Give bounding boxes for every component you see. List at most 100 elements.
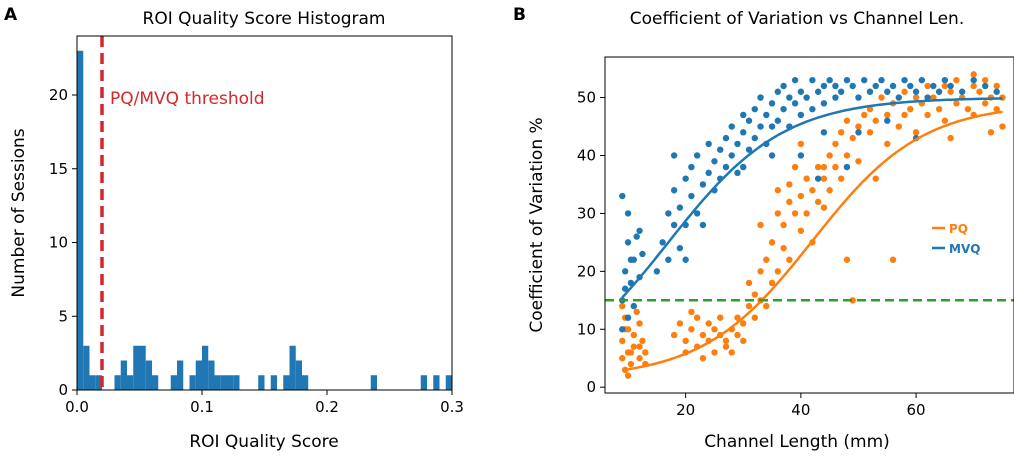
pq-point xyxy=(884,140,891,148)
mvq-point xyxy=(624,239,632,246)
mvq-point xyxy=(981,82,989,90)
pq-point xyxy=(636,343,643,350)
x-tick-label: 0.3 xyxy=(440,398,464,416)
x-tick-label: 0.1 xyxy=(190,398,214,416)
mvq-point xyxy=(809,105,816,113)
pq-point xyxy=(797,227,805,234)
mvq-point xyxy=(676,204,684,211)
mvq-point xyxy=(705,169,712,177)
pq-point xyxy=(693,314,701,321)
pq-point xyxy=(953,76,960,84)
mvq-point xyxy=(826,76,833,84)
mvq-point xyxy=(740,111,747,119)
mvq-point xyxy=(941,76,949,84)
histogram-bar xyxy=(114,375,121,390)
mvq-point xyxy=(820,100,828,107)
mvq-point xyxy=(751,105,758,113)
mvq-point xyxy=(734,169,741,177)
pq-point xyxy=(699,355,707,362)
mvq-point xyxy=(878,76,885,84)
pq-point xyxy=(878,94,885,101)
fit-curves xyxy=(621,97,1003,372)
histogram-bar xyxy=(258,375,265,390)
mvq-point xyxy=(912,88,920,95)
histogram-bar xyxy=(270,375,277,390)
pq-point xyxy=(820,163,828,171)
pq-point xyxy=(837,175,845,182)
pq-point xyxy=(630,343,638,350)
pq-point xyxy=(872,117,879,124)
pq-point xyxy=(970,71,977,78)
pq-point xyxy=(976,88,983,95)
mvq-point xyxy=(814,175,822,182)
pq-point xyxy=(734,331,741,339)
pq-point xyxy=(633,308,640,316)
histogram-bar xyxy=(170,375,177,390)
pq-point xyxy=(636,355,643,362)
mvq-point xyxy=(768,100,776,107)
pq-point xyxy=(745,302,753,310)
mvq-point xyxy=(797,111,805,119)
panel-a-title: ROI Quality Score Histogram xyxy=(143,9,386,29)
pq-point xyxy=(763,302,770,310)
mvq-point xyxy=(636,227,643,234)
pq-point xyxy=(757,221,764,229)
histogram-bar xyxy=(133,345,140,390)
mvq-point xyxy=(627,256,635,263)
pq-point xyxy=(705,320,712,327)
pq-point xyxy=(722,343,730,350)
mvq-point xyxy=(682,175,689,182)
y-tick-label: 0 xyxy=(58,381,68,399)
pq-point xyxy=(814,163,822,171)
mvq-point xyxy=(935,88,943,95)
x-tick-label: 60 xyxy=(907,401,926,419)
pq-point xyxy=(809,187,816,194)
mvq-point xyxy=(820,129,828,136)
pq-point xyxy=(912,94,920,101)
panel-a-letter: A xyxy=(4,5,18,25)
pq-point xyxy=(987,129,995,136)
panel-a-axes-frame xyxy=(76,35,453,391)
panel-b-x-label: Channel Length (mm) xyxy=(704,432,890,452)
histogram-bar xyxy=(433,375,440,390)
pq-point xyxy=(826,187,833,194)
panel-b-x-ticks: 20 40 60 xyxy=(676,393,926,419)
y-tick-label: 40 xyxy=(577,146,596,164)
pq-point xyxy=(774,268,782,275)
pq-point xyxy=(981,100,989,107)
histogram-bar xyxy=(445,375,452,390)
mvq-point xyxy=(930,82,937,90)
pq-point xyxy=(688,326,695,333)
mvq-point xyxy=(768,152,776,159)
pq-point xyxy=(670,331,678,339)
mvq-point xyxy=(659,239,666,246)
pq-point xyxy=(768,239,776,246)
mvq-point xyxy=(763,111,770,119)
pq-point xyxy=(728,349,735,356)
pq-point xyxy=(745,279,753,287)
pq-point xyxy=(924,111,931,119)
histogram-bar xyxy=(208,360,215,390)
pq-point xyxy=(889,256,897,263)
pq-point xyxy=(636,320,643,327)
mvq-point xyxy=(665,256,672,263)
mvq-point xyxy=(621,268,629,275)
mvq-point xyxy=(670,152,678,159)
mvq-point xyxy=(907,82,914,90)
y-tick-label: 30 xyxy=(577,204,596,222)
mvq-point xyxy=(884,117,891,124)
pq-point xyxy=(786,256,793,263)
pq-point xyxy=(895,123,902,130)
mvq-point xyxy=(722,163,730,171)
histogram-bar xyxy=(89,375,96,390)
pq-point xyxy=(855,158,862,165)
pq-point xyxy=(843,152,851,159)
pq-point xyxy=(901,88,908,95)
pq-point xyxy=(791,210,799,217)
pq-point xyxy=(751,314,758,321)
pq-point xyxy=(820,175,828,182)
mvq-point xyxy=(832,94,839,101)
pq-point xyxy=(832,163,839,171)
y-tick-label: 20 xyxy=(49,86,68,104)
mvq-point xyxy=(774,117,782,124)
